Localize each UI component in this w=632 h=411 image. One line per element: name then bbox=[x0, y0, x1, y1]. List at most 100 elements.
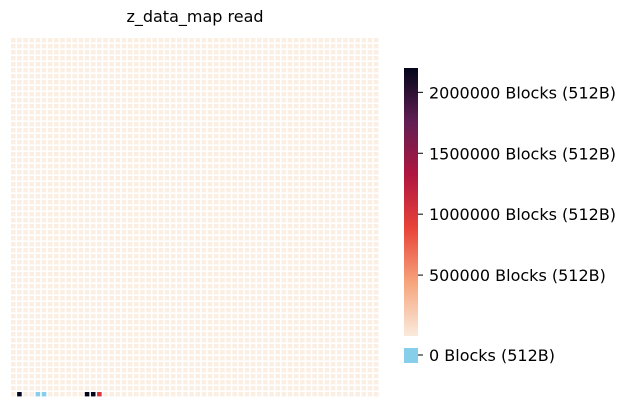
heatmap-cell bbox=[257, 296, 262, 301]
heatmap-cell bbox=[29, 386, 34, 391]
heatmap-cell bbox=[23, 272, 28, 277]
heatmap-cell bbox=[220, 242, 225, 247]
heatmap-cell bbox=[164, 62, 170, 67]
heatmap-cell bbox=[29, 170, 34, 175]
heatmap-cell bbox=[72, 302, 78, 307]
heatmap-cell bbox=[54, 92, 59, 97]
heatmap-cell bbox=[312, 236, 317, 241]
heatmap-cell bbox=[140, 44, 145, 49]
heatmap-cell bbox=[312, 188, 317, 193]
heatmap-cell bbox=[109, 380, 114, 385]
heatmap-cell bbox=[115, 320, 121, 325]
heatmap-cell bbox=[263, 278, 268, 283]
heatmap-cell bbox=[29, 152, 34, 157]
heatmap-cell bbox=[47, 386, 53, 391]
heatmap-cell bbox=[189, 188, 194, 193]
heatmap-cell bbox=[109, 74, 114, 79]
heatmap-cell bbox=[361, 110, 367, 115]
heatmap-cell bbox=[355, 356, 360, 361]
heatmap-cell bbox=[90, 152, 96, 157]
heatmap-cell bbox=[349, 290, 354, 295]
heatmap-cell bbox=[244, 368, 250, 373]
heatmap-cell bbox=[17, 50, 22, 55]
heatmap-cell bbox=[226, 218, 231, 223]
heatmap-cell bbox=[78, 62, 84, 67]
heatmap-cell bbox=[207, 332, 213, 337]
heatmap-cell bbox=[324, 386, 330, 391]
heatmap-cell bbox=[293, 254, 299, 259]
heatmap-cell bbox=[60, 56, 65, 61]
heatmap-cell bbox=[146, 338, 151, 343]
heatmap-cell bbox=[177, 386, 182, 391]
heatmap-cell bbox=[158, 290, 164, 295]
heatmap-cell bbox=[330, 206, 336, 211]
heatmap-cell bbox=[232, 362, 237, 367]
heatmap-cell bbox=[84, 248, 90, 253]
heatmap-cell bbox=[373, 86, 379, 91]
heatmap-cell bbox=[226, 338, 231, 343]
heatmap-cell bbox=[134, 374, 139, 379]
heatmap-cell bbox=[84, 128, 90, 133]
heatmap-cell bbox=[195, 86, 201, 91]
heatmap-cell bbox=[72, 212, 78, 217]
heatmap-cell bbox=[201, 326, 207, 331]
heatmap-cell bbox=[238, 284, 244, 289]
heatmap-cell bbox=[226, 344, 231, 349]
heatmap-cell bbox=[220, 92, 225, 97]
heatmap-cell bbox=[226, 320, 231, 325]
heatmap-cell bbox=[367, 326, 373, 331]
heatmap-cell bbox=[201, 134, 207, 139]
heatmap-cell bbox=[226, 98, 231, 103]
heatmap-cell bbox=[115, 314, 121, 319]
heatmap-cell bbox=[78, 314, 84, 319]
heatmap-cell bbox=[47, 314, 53, 319]
heatmap-cell bbox=[287, 230, 293, 235]
heatmap-cell bbox=[66, 380, 71, 385]
heatmap-cell bbox=[226, 146, 231, 151]
heatmap-cell bbox=[164, 302, 170, 307]
heatmap-cell bbox=[293, 176, 299, 181]
heatmap-cell bbox=[238, 80, 244, 85]
heatmap-cell bbox=[11, 254, 16, 259]
heatmap-cell bbox=[232, 212, 237, 217]
heatmap-cell bbox=[220, 302, 225, 307]
heatmap-cell bbox=[306, 260, 311, 265]
heatmap-cell bbox=[121, 158, 127, 163]
heatmap-cell bbox=[367, 128, 373, 133]
heatmap-cell bbox=[146, 158, 151, 163]
heatmap-cell bbox=[263, 74, 268, 79]
heatmap-cell bbox=[367, 182, 373, 187]
heatmap-cell bbox=[281, 104, 287, 109]
heatmap-cell bbox=[367, 80, 373, 85]
heatmap-cell bbox=[220, 236, 225, 241]
heatmap-cell bbox=[250, 98, 256, 103]
heatmap-cell bbox=[152, 320, 157, 325]
heatmap-cell bbox=[146, 392, 151, 397]
heatmap-cell bbox=[244, 284, 250, 289]
heatmap-cell bbox=[238, 146, 244, 151]
heatmap-cell bbox=[330, 56, 336, 61]
heatmap-cell bbox=[35, 380, 41, 385]
heatmap-cell bbox=[312, 254, 317, 259]
heatmap-cell bbox=[232, 338, 237, 343]
heatmap-cell bbox=[41, 110, 47, 115]
heatmap-cell bbox=[97, 98, 102, 103]
heatmap-cell bbox=[343, 206, 348, 211]
heatmap-cell bbox=[207, 254, 213, 259]
heatmap-cell bbox=[72, 86, 78, 91]
heatmap-cell bbox=[164, 356, 170, 361]
heatmap-cell bbox=[189, 254, 194, 259]
heatmap-cell bbox=[220, 140, 225, 145]
heatmap-cell bbox=[97, 242, 102, 247]
heatmap-cell bbox=[54, 392, 59, 397]
heatmap-cell bbox=[97, 332, 102, 337]
heatmap-cell bbox=[29, 212, 34, 217]
heatmap-cell bbox=[349, 56, 354, 61]
heatmap-cell bbox=[103, 140, 108, 145]
heatmap-cell bbox=[330, 356, 336, 361]
heatmap-cell bbox=[343, 44, 348, 49]
heatmap-cell bbox=[90, 242, 96, 247]
heatmap-cell bbox=[11, 386, 16, 391]
heatmap-cell bbox=[66, 92, 71, 97]
heatmap-cell bbox=[336, 230, 342, 235]
